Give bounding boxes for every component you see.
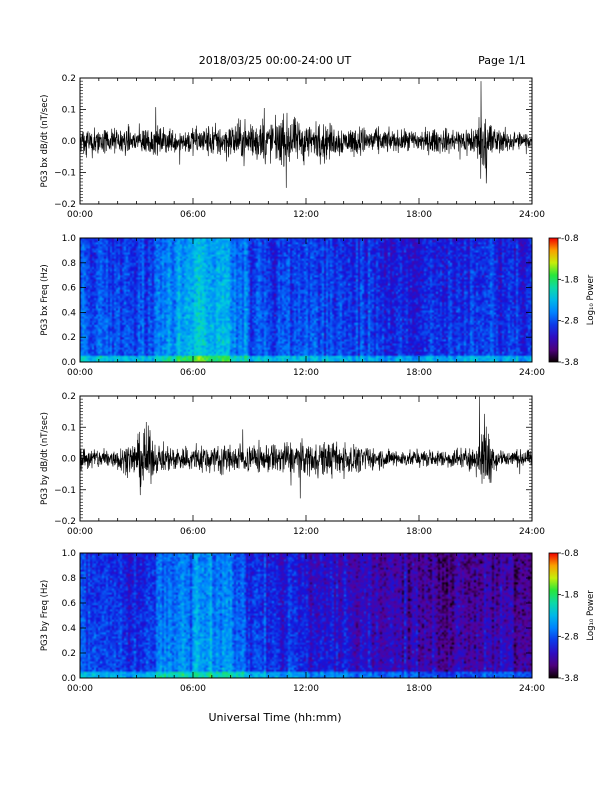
y-tick-label: 0.2	[62, 333, 76, 343]
y-tick-label: 0.6	[62, 284, 77, 294]
colorbar-label: Log₁₀ Power	[586, 590, 596, 641]
x-tick-label: 24:00	[519, 368, 545, 378]
x-tick-label: 06:00	[180, 210, 206, 220]
panel-by-spectrogram: 00:00 06:00 12:00 18:00 24:00 1.0 0.8 0.6 0.4 0.2…	[40, 549, 596, 694]
panel-by-timeseries: 00:00 06:00 12:00 18:00 24:00 0.2 0.1 0.0 −0.1 −0…	[40, 392, 545, 537]
panel-bx-timeseries: 00:00 06:00 12:00 18:00 24:00 0.2 0.1 0.0 −0.1 −0…	[40, 74, 545, 220]
y-tick-label: 0.8	[62, 574, 77, 584]
panel-bx-spectrogram: 00:00 06:00 12:00 18:00 24:00 1.0 0.8 0.6 0.4 0.2…	[40, 234, 596, 378]
colorbar-gradient	[548, 237, 559, 363]
page-indicator: Page 1/1	[478, 54, 526, 67]
y-tick-label: −0.1	[54, 486, 76, 496]
x-tick-label: 18:00	[406, 368, 432, 378]
y-tick-label: 0.0	[62, 674, 77, 684]
y-tick-label: 0.0	[62, 455, 77, 465]
y-tick-label: 0.0	[62, 358, 77, 368]
y-axis-label: PG3 bx Freq (Hz)	[40, 264, 50, 335]
x-tick-label: 00:00	[67, 210, 93, 220]
y-tick-label: 0.4	[62, 624, 77, 634]
spectrogram-image	[80, 553, 532, 678]
x-tick-label: 12:00	[293, 210, 319, 220]
figure-title: 2018/03/25 00:00-24:00 UT	[199, 54, 352, 67]
y-tick-label: 0.8	[62, 259, 77, 269]
colorbar-tick-label: -0.8	[561, 549, 579, 559]
x-tick-label: 12:00	[293, 368, 319, 378]
x-tick-label: 18:00	[406, 527, 432, 537]
x-axis-title: Universal Time (hh:mm)	[209, 711, 342, 724]
x-tick-label: 00:00	[67, 684, 93, 694]
x-tick-label: 24:00	[519, 684, 545, 694]
y-tick-label: 0.4	[62, 308, 77, 318]
x-tick-label: 12:00	[293, 684, 319, 694]
y-tick-label: 0.0	[62, 137, 77, 147]
series-trace	[80, 81, 532, 188]
colorbar-tick-label: -3.8	[561, 358, 579, 368]
y-axis-label: PG3 by Freq (Hz)	[40, 580, 50, 651]
x-tick-label: 06:00	[180, 527, 206, 537]
x-tick-label: 06:00	[180, 368, 206, 378]
y-tick-label: 1.0	[62, 234, 77, 244]
x-tick-label: 06:00	[180, 684, 206, 694]
x-tick-label: 18:00	[406, 210, 432, 220]
x-tick-label: 12:00	[293, 527, 319, 537]
colorbar-tick-label: -2.8	[561, 317, 579, 327]
colorbar-tick-label: -2.8	[561, 632, 579, 642]
x-tick-label: 24:00	[519, 527, 545, 537]
y-tick-label: −0.2	[54, 200, 76, 210]
y-tick-label: 0.6	[62, 599, 77, 609]
colorbar-tick-label: -1.8	[561, 591, 579, 601]
colorbar: -0.8 -1.8 -2.8 -3.8 Log₁₀ Power	[548, 549, 596, 684]
y-axis-label: PG3 by dB/dt (nT/sec)	[40, 412, 50, 505]
y-tick-label: 0.1	[62, 423, 76, 433]
series-trace	[80, 396, 532, 499]
y-tick-label: 0.1	[62, 106, 76, 116]
x-tick-label: 18:00	[406, 684, 432, 694]
colorbar-tick-label: -3.8	[561, 674, 579, 684]
x-tick-label: 24:00	[519, 210, 545, 220]
y-axis-label: PG3 bx dB/dt (nT/sec)	[40, 95, 50, 188]
colorbar-tick-label: -0.8	[561, 234, 579, 244]
colorbar-tick-label: -1.8	[561, 275, 579, 285]
y-tick-label: 0.2	[62, 649, 76, 659]
x-tick-label: 00:00	[67, 368, 93, 378]
colorbar-label: Log₁₀ Power	[586, 274, 596, 325]
y-tick-label: −0.1	[54, 169, 76, 179]
spectrogram-image	[80, 238, 532, 362]
y-tick-label: 0.2	[62, 392, 76, 402]
colorbar-gradient	[548, 552, 559, 679]
y-tick-label: 0.2	[62, 74, 76, 84]
y-tick-label: −0.2	[54, 517, 76, 527]
colorbar: -0.8 -1.8 -2.8 -3.8 Log₁₀ Power	[548, 234, 596, 368]
y-tick-label: 1.0	[62, 549, 77, 559]
x-tick-label: 00:00	[67, 527, 93, 537]
